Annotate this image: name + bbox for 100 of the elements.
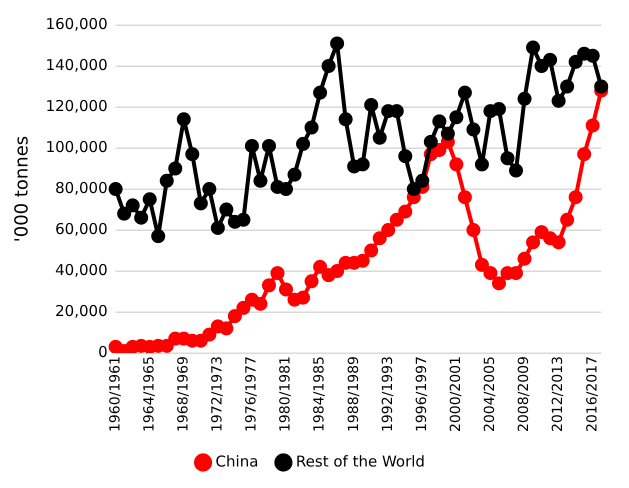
x-tick-label: 1996/1997 (414, 356, 430, 432)
point (543, 52, 558, 67)
point (117, 206, 132, 221)
point (398, 149, 412, 164)
x-tick-label: 1964/1965 (141, 356, 158, 432)
point (296, 290, 310, 305)
point (526, 235, 540, 250)
point (568, 190, 583, 204)
x-tick-label: 1984/1985 (312, 356, 328, 432)
x-tick-label: 2008/2009 (516, 356, 532, 432)
point (262, 138, 276, 153)
x-tick-label: 2012/2013 (550, 356, 566, 432)
point (440, 126, 455, 141)
point (483, 266, 498, 280)
point (424, 134, 438, 149)
point (526, 40, 540, 55)
point (474, 157, 489, 172)
point (458, 190, 472, 204)
y-tick-label: 0 (98, 342, 108, 361)
point (372, 231, 387, 246)
legend-label: China (216, 452, 258, 470)
point (296, 136, 310, 151)
point (126, 198, 140, 212)
point (415, 174, 430, 188)
point (534, 59, 549, 74)
point (552, 235, 566, 250)
point (160, 174, 174, 188)
point (432, 143, 446, 158)
y-tick-label: 140,000 (46, 56, 108, 74)
point (364, 244, 378, 258)
point (364, 98, 378, 112)
point (492, 276, 506, 290)
point (202, 328, 216, 342)
x-tick-label: 1980/1981 (278, 356, 294, 432)
y-tick-label: 120,000 (46, 96, 108, 115)
x-tick-label: 1988/1989 (346, 356, 362, 432)
point (236, 212, 250, 227)
x-tick-label: 1972/1973 (209, 356, 226, 432)
point (356, 157, 370, 172)
point (560, 80, 574, 94)
point (518, 92, 532, 106)
point (390, 212, 404, 227)
point (313, 260, 328, 274)
point (322, 59, 336, 74)
point (586, 118, 600, 132)
point (406, 182, 421, 196)
point (398, 204, 412, 219)
point (134, 210, 148, 225)
point (151, 229, 166, 244)
x-tick-label: 1968/1969 (175, 356, 192, 432)
point (202, 182, 216, 196)
point (279, 182, 294, 196)
point (330, 36, 344, 50)
x-tick-label: 1976/1977 (244, 356, 260, 432)
point (577, 147, 592, 162)
point (108, 182, 123, 196)
point (270, 266, 284, 280)
y-tick-label: 40,000 (55, 260, 108, 279)
y-tick-label: 160,000 (46, 14, 108, 33)
point (244, 138, 259, 153)
point (288, 168, 302, 182)
point (458, 86, 472, 100)
point (228, 309, 242, 324)
y-tick-label: 80,000 (55, 178, 108, 197)
point (568, 54, 583, 69)
point (210, 220, 225, 235)
point (552, 94, 566, 108)
point (279, 282, 294, 296)
y-tick-label: 100,000 (46, 138, 108, 156)
point (466, 122, 480, 137)
point (381, 223, 396, 238)
point (253, 296, 268, 311)
point (330, 264, 344, 278)
legend-label: Rest of the World (296, 452, 425, 470)
point (168, 162, 182, 176)
point (594, 80, 608, 94)
point (518, 252, 532, 266)
point (372, 130, 387, 145)
point (560, 212, 574, 227)
point (466, 223, 480, 238)
point (313, 86, 328, 100)
point (338, 112, 353, 126)
point (236, 300, 250, 315)
point (474, 258, 489, 272)
y-tick-label: 20,000 (55, 302, 108, 320)
point (449, 157, 464, 172)
y-tick-label: 60,000 (55, 220, 108, 238)
point (185, 147, 200, 162)
point (262, 278, 276, 292)
point (219, 202, 234, 217)
point (304, 274, 319, 288)
point (534, 225, 549, 240)
y-axis-title: '000 tonnes (11, 136, 32, 242)
point (586, 48, 600, 63)
point (219, 321, 234, 336)
x-tick-label: 2004/2005 (482, 356, 498, 432)
point (432, 114, 446, 128)
point (253, 174, 268, 188)
point (194, 196, 208, 210)
x-tick-label: 1992/1993 (380, 356, 396, 432)
